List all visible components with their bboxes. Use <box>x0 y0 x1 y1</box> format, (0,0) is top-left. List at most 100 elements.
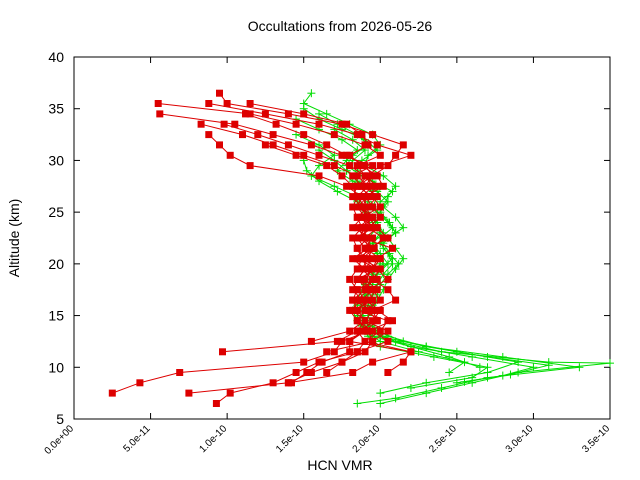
data-point <box>349 193 357 201</box>
data-point <box>353 399 362 408</box>
data-point <box>346 337 354 345</box>
y-axis-label: Altitude (km) <box>6 199 22 278</box>
data-point <box>384 286 392 294</box>
data-point <box>307 141 315 149</box>
data-point <box>353 306 361 314</box>
data-point <box>475 363 484 372</box>
data-point <box>376 389 385 398</box>
chart-title: Occultations from 2026-05-26 <box>248 18 433 34</box>
data-point <box>391 228 400 237</box>
data-point <box>349 224 357 232</box>
data-point <box>353 327 361 335</box>
data-point <box>216 89 223 97</box>
data-point <box>383 259 392 268</box>
data-point <box>544 361 553 370</box>
x-tick-label: 3.5e-10 <box>580 423 612 455</box>
data-point <box>242 110 249 118</box>
data-point <box>369 296 377 304</box>
data-point <box>358 131 366 139</box>
data-point <box>343 151 351 159</box>
data-point <box>349 296 357 304</box>
data-point <box>284 141 292 149</box>
data-point <box>361 234 369 242</box>
data-point <box>361 327 369 335</box>
data-point <box>261 110 269 118</box>
data-point <box>575 363 584 372</box>
data-point <box>323 369 331 376</box>
data-point <box>307 171 316 180</box>
x-tick-label: 3.0e-10 <box>504 423 536 455</box>
data-point <box>330 162 338 170</box>
data-point <box>353 244 361 252</box>
data-point <box>358 213 366 221</box>
data-point <box>108 389 116 397</box>
data-point <box>391 213 400 222</box>
data-point <box>272 120 280 128</box>
data-point <box>369 255 377 263</box>
data-point <box>388 187 397 196</box>
data-point <box>353 296 361 304</box>
data-point <box>292 151 300 159</box>
data-point <box>246 162 254 170</box>
data-point <box>373 275 381 283</box>
data-point <box>514 358 523 367</box>
data-point <box>376 162 384 170</box>
data-point <box>353 265 361 273</box>
data-point <box>307 337 315 345</box>
data-point <box>269 141 277 149</box>
data-point <box>315 120 323 128</box>
data-point <box>369 358 377 366</box>
data-point <box>394 259 403 268</box>
data-point <box>379 182 387 190</box>
data-point <box>292 120 300 128</box>
red-series-7 <box>242 110 377 356</box>
data-point <box>353 275 361 283</box>
data-point <box>376 203 384 211</box>
data-point <box>300 110 308 118</box>
data-point <box>384 369 392 376</box>
data-point <box>369 234 377 242</box>
data-point <box>307 89 316 98</box>
x-tick-label: 2.0e-10 <box>351 423 383 455</box>
data-point <box>364 244 372 252</box>
data-point <box>226 389 234 397</box>
data-point <box>358 275 366 283</box>
data-point <box>197 120 205 128</box>
data-point <box>315 109 324 118</box>
data-point <box>391 394 400 403</box>
data-point <box>407 151 415 159</box>
data-point <box>358 224 366 232</box>
data-point <box>369 131 377 139</box>
data-point <box>358 193 366 201</box>
data-point <box>205 100 213 107</box>
data-point <box>376 255 384 263</box>
data-point <box>373 317 381 325</box>
data-point <box>349 182 357 190</box>
data-point <box>346 348 354 356</box>
data-point <box>284 110 292 118</box>
series-line <box>158 103 390 404</box>
data-point <box>269 379 277 387</box>
data-point <box>315 151 323 159</box>
data-point <box>239 131 246 139</box>
data-point <box>369 244 377 252</box>
data-point <box>392 151 400 159</box>
data-point <box>376 327 384 335</box>
data-point <box>353 224 361 232</box>
data-point <box>353 286 361 294</box>
data-point <box>176 369 184 376</box>
data-point <box>369 265 377 273</box>
data-point <box>373 193 381 201</box>
data-point <box>358 203 366 211</box>
data-point <box>219 348 226 356</box>
data-point <box>261 141 269 149</box>
data-point <box>338 172 346 180</box>
series-line <box>159 113 412 394</box>
data-point <box>364 296 372 304</box>
data-point <box>346 327 354 335</box>
data-point <box>369 275 377 283</box>
data-point <box>364 141 372 149</box>
data-point <box>389 244 396 252</box>
data-point <box>388 254 397 263</box>
